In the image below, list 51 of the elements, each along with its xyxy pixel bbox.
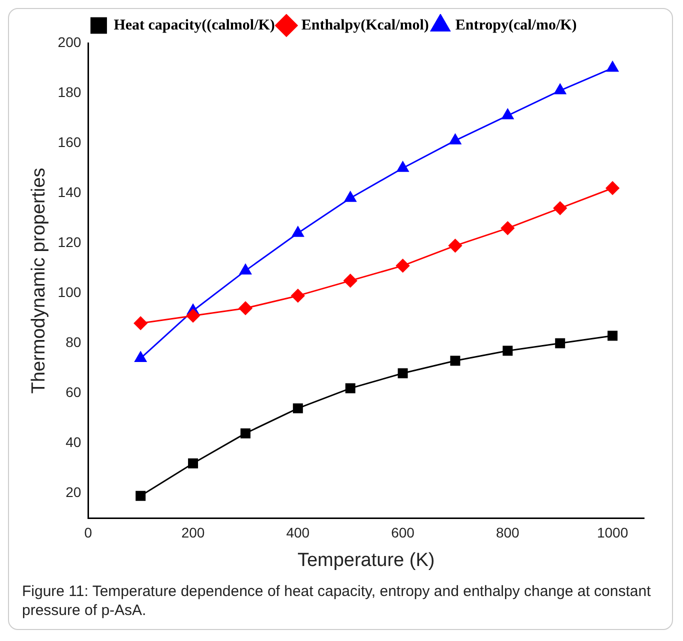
point (449, 134, 462, 144)
point (606, 61, 618, 72)
point (134, 352, 147, 362)
y-tick-label: 120 (58, 234, 82, 250)
y-tick-label: 180 (58, 84, 82, 100)
y-tick-label: 20 (66, 484, 82, 500)
point (344, 191, 356, 202)
point (606, 181, 620, 195)
point (344, 274, 358, 288)
x-tick-label: 1000 (596, 524, 628, 541)
y-tick-label: 40 (66, 434, 82, 450)
x-tick-label: 0 (84, 524, 92, 541)
point (240, 264, 252, 274)
point (554, 84, 566, 94)
x-tick-label: 600 (391, 524, 415, 541)
y-tick-label: 200 (58, 34, 82, 50)
point (502, 108, 514, 120)
point (188, 458, 198, 468)
x-tick-label: 800 (496, 524, 520, 541)
point (555, 338, 566, 348)
x-axis-title: Temperature (K) (297, 550, 435, 571)
point (345, 383, 356, 394)
point (396, 258, 410, 272)
point (240, 428, 250, 438)
point (398, 368, 408, 378)
point (502, 346, 513, 356)
caption: Figure 11: Temperature dependence of heat capacity, entropy and enthalpy change at constant pressure of p-AsA. (22, 582, 652, 620)
point (448, 238, 462, 252)
legend-label: Entropy(cal/mo/K) (455, 17, 577, 34)
y-tick-label: 140 (58, 184, 82, 200)
x-tick-label: 400 (286, 524, 310, 541)
y-tick-label: 60 (66, 384, 82, 400)
point (186, 308, 200, 322)
y-tick-label: 160 (58, 134, 82, 150)
point (450, 356, 460, 366)
point (291, 288, 305, 302)
x-tick-label: 200 (181, 524, 205, 541)
point (136, 490, 146, 501)
legend-label: Heat capacity((calmol/K) (114, 17, 275, 34)
point (292, 226, 304, 237)
point (134, 316, 148, 330)
point (608, 330, 618, 341)
point (292, 403, 303, 414)
y-tick-label: 100 (58, 284, 82, 300)
point (238, 301, 252, 315)
y-axis-title: Thermodynamic properties (28, 168, 50, 394)
point (500, 221, 514, 235)
point (553, 201, 567, 215)
legend-label: Enthalpy(Kcal/mol) (301, 17, 429, 34)
y-tick-label: 80 (66, 334, 82, 350)
point (396, 161, 409, 172)
